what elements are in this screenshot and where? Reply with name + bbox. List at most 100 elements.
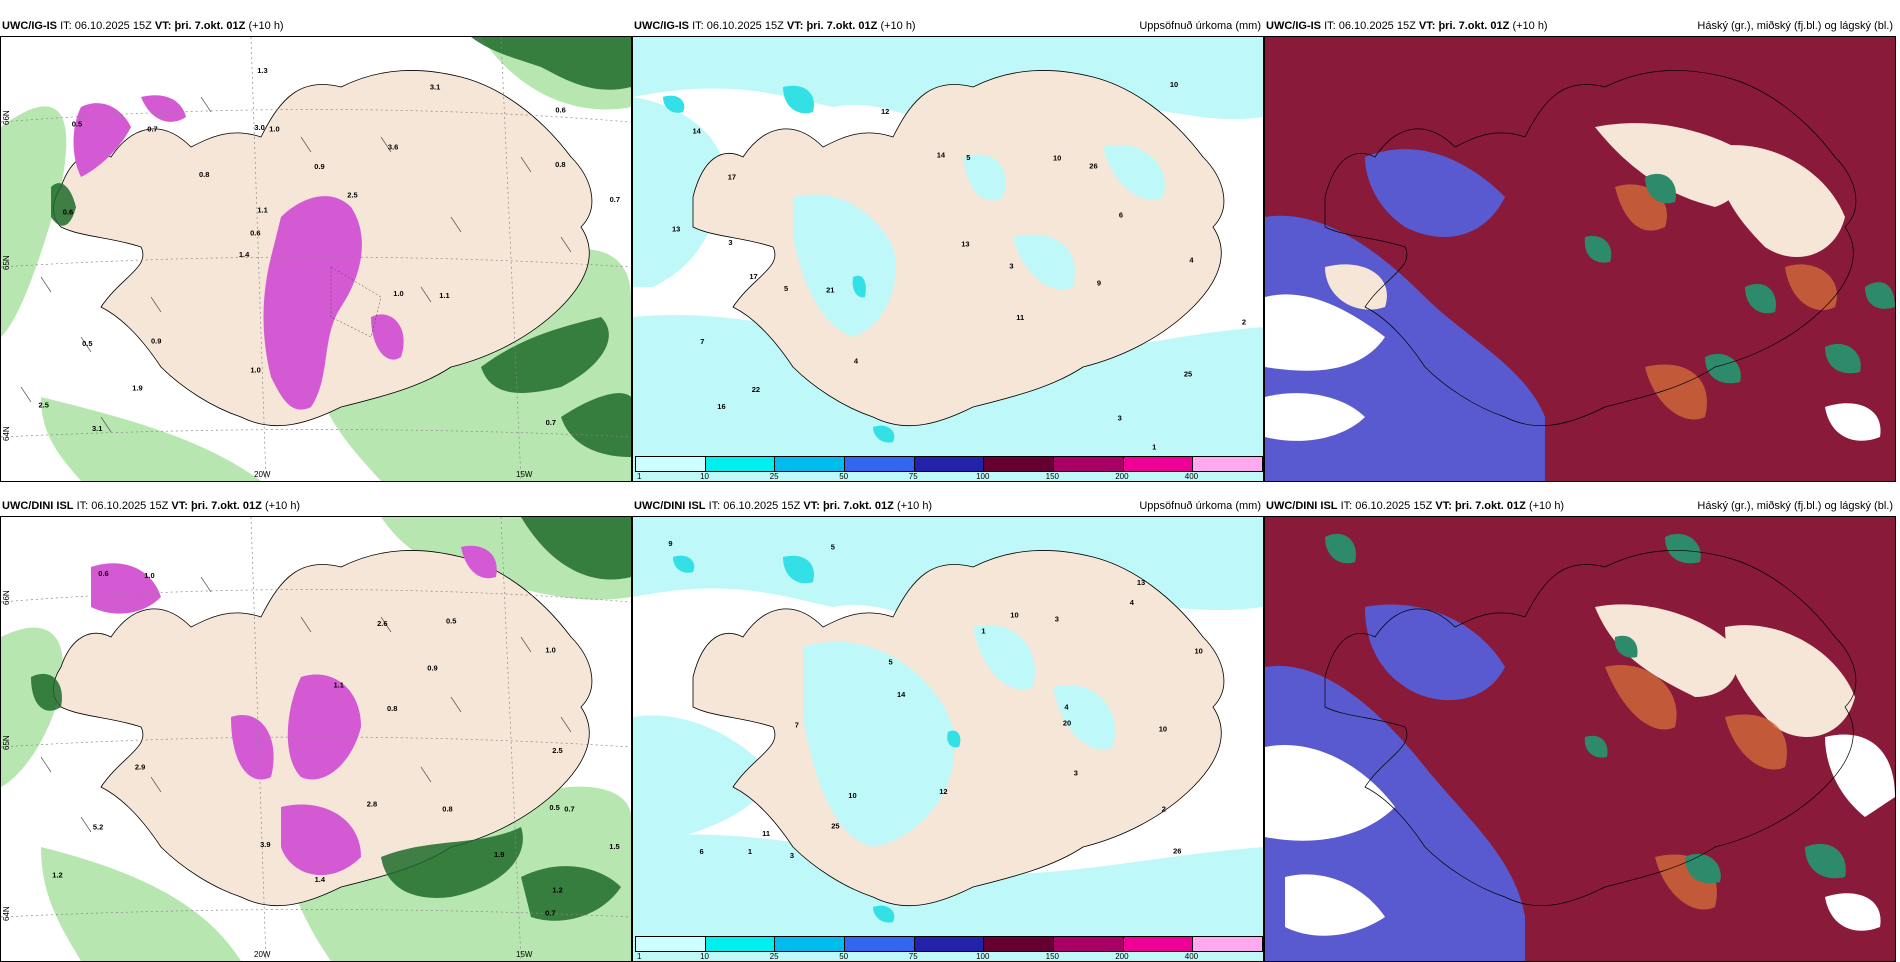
legend-label: 200 (1115, 952, 1129, 961)
value-label: 7 (700, 337, 704, 346)
legend-label: 100 (976, 472, 990, 481)
map-area[interactable] (1264, 36, 1896, 482)
value-label: 3 (1118, 413, 1122, 422)
legend-swatch (845, 457, 915, 471)
value-label: 11 (1016, 313, 1024, 322)
value-label: 0.7 (564, 804, 574, 813)
map-area[interactable]: 1 17 11 14 25 17 22 21 26 14 10 3 4 12 3 7 9 13 13 16 10 5 6 2 4… (632, 36, 1264, 482)
it-label: IT: (708, 500, 721, 512)
value-label: 0.9 (427, 664, 437, 673)
value-labels: 0.7 0.6 0.6 1.4 3.6 3.1 3.0 0.9 0.5 0.8 2.5 1.9 1.0 2… (39, 66, 621, 433)
value-label: 0.7 (546, 418, 556, 427)
it-value: 06.10.2025 15Z (723, 500, 801, 512)
value-label: 0.7 (610, 195, 620, 204)
lat-label: 65N (2, 735, 11, 750)
value-label: 1.4 (239, 250, 250, 259)
model-name: UWC/IG-IS (1266, 20, 1321, 32)
panel-title: Uppsöfnuð úrkoma (mm) (1139, 20, 1261, 32)
vt-label: VT: (1418, 20, 1436, 32)
value-label: 0.5 (446, 617, 456, 626)
it-label: IT: (1324, 20, 1336, 32)
value-label: 3 (1074, 769, 1078, 778)
map-area[interactable]: 66N 65N 64N 20W 15W 5.2 0.8 0.5 1.5 2.6 1.9 1.… (0, 516, 632, 962)
value-label: 1.2 (552, 886, 562, 895)
legend-label: 75 (908, 952, 918, 961)
value-label: 9 (668, 539, 672, 548)
wind-barbs (40, 576, 572, 833)
map-area[interactable] (1264, 516, 1896, 962)
legend-label: 10 (700, 952, 709, 961)
map-svg (1265, 517, 1895, 961)
value-label: 1.5 (609, 842, 619, 851)
value-label: 13 (961, 239, 969, 248)
value-label: 3 (790, 851, 794, 860)
value-label: 7 (795, 721, 799, 730)
value-label: 2 (1162, 804, 1166, 813)
value-label: 0.9 (151, 337, 161, 346)
legend-label: 400 (1184, 472, 1199, 481)
value-label: 10 (1195, 647, 1203, 656)
value-label: 1 (1152, 443, 1156, 452)
panel-dini-clouds: UWC/DINI ISL IT: 06.10.2025 15Z VT: þri.… (1264, 496, 1896, 962)
value-label: 5 (889, 657, 893, 666)
map-svg: 66N 65N 64N 20W 15W 5.2 0.8 0.5 1.5 2.6 1.9 1.… (1, 517, 631, 961)
lat-label: 64N (2, 906, 11, 921)
value-label: 10 (1010, 611, 1018, 620)
value-label: 11 (762, 829, 770, 838)
lat-label: 66N (2, 590, 11, 605)
value-label: 2.5 (552, 746, 562, 755)
it-value: 06.10.2025 15Z (1355, 500, 1433, 512)
value-label: 1.9 (132, 384, 142, 393)
vt-label: VT: (786, 20, 804, 32)
value-label: 25 (1184, 370, 1192, 379)
lon-label: 20W (254, 470, 271, 479)
legend-swatch (775, 457, 846, 471)
legend-swatch (1193, 457, 1263, 471)
value-label: 13 (1137, 578, 1145, 587)
value-label: 1.1 (334, 681, 344, 690)
model-name: UWC/DINI ISL (2, 500, 74, 512)
panel-header: UWC/DINI ISL IT: 06.10.2025 15Z VT: þri.… (1264, 496, 1896, 516)
map-area[interactable]: 66N 65N 64N 20W 15W 0.7 0.6 0.6 1.4 3.6 3.1 3.… (0, 36, 632, 482)
value-label: 22 (752, 385, 760, 394)
value-label: 0.8 (555, 160, 565, 169)
value-label: 1.4 (315, 875, 326, 884)
legend-label: 25 (769, 952, 779, 961)
lead-time: (+10 h) (264, 500, 301, 512)
legend-label: 1 (637, 472, 642, 481)
value-label: 16 (717, 402, 725, 411)
precip-legend (635, 936, 1263, 952)
value-label: 5.2 (93, 822, 103, 831)
map-svg (1265, 37, 1895, 481)
value-label: 0.8 (442, 805, 452, 814)
vt-label: VT: (154, 20, 172, 32)
legend-swatch (845, 937, 915, 951)
legend-label: 200 (1115, 472, 1129, 481)
legend-label: 50 (839, 952, 849, 961)
value-label: 9 (1097, 279, 1101, 288)
value-label: 10 (1170, 80, 1178, 89)
vt-label: VT: (1435, 500, 1452, 512)
value-label: 0.7 (545, 908, 555, 917)
value-label: 3.9 (260, 840, 270, 849)
model-name: UWC/DINI ISL (1266, 500, 1338, 512)
lat-label: 65N (2, 255, 11, 270)
panel-header: UWC/IG-IS IT: 06.10.2025 15Z VT: þri. 7.… (0, 16, 632, 36)
vt-value: þri. 7.okt. 01Z (822, 500, 894, 512)
value-label: 12 (881, 107, 889, 116)
value-label: 17 (749, 272, 757, 281)
it-value: 06.10.2025 15Z (1338, 20, 1416, 32)
legend-label: 400 (1184, 952, 1199, 961)
value-label: 0.5 (82, 339, 92, 348)
legend-swatch (636, 457, 706, 471)
map-area[interactable]: 6 3 10 20 26 4 5 12 1 3 10 11 13 10 9 5 7 14 25 10 3 2 4 1 1 10 2… (632, 516, 1264, 962)
panel-header: UWC/DINI ISL IT: 06.10.2025 15Z VT: þri.… (0, 496, 632, 516)
lon-label: 15W (516, 950, 533, 959)
panel-header: UWC/IG-IS IT: 06.10.2025 15Z VT: þri. 7.… (1264, 16, 1896, 36)
lon-label: 15W (516, 470, 533, 479)
value-label: 3.6 (388, 142, 398, 151)
value-label: 3 (1009, 262, 1013, 271)
